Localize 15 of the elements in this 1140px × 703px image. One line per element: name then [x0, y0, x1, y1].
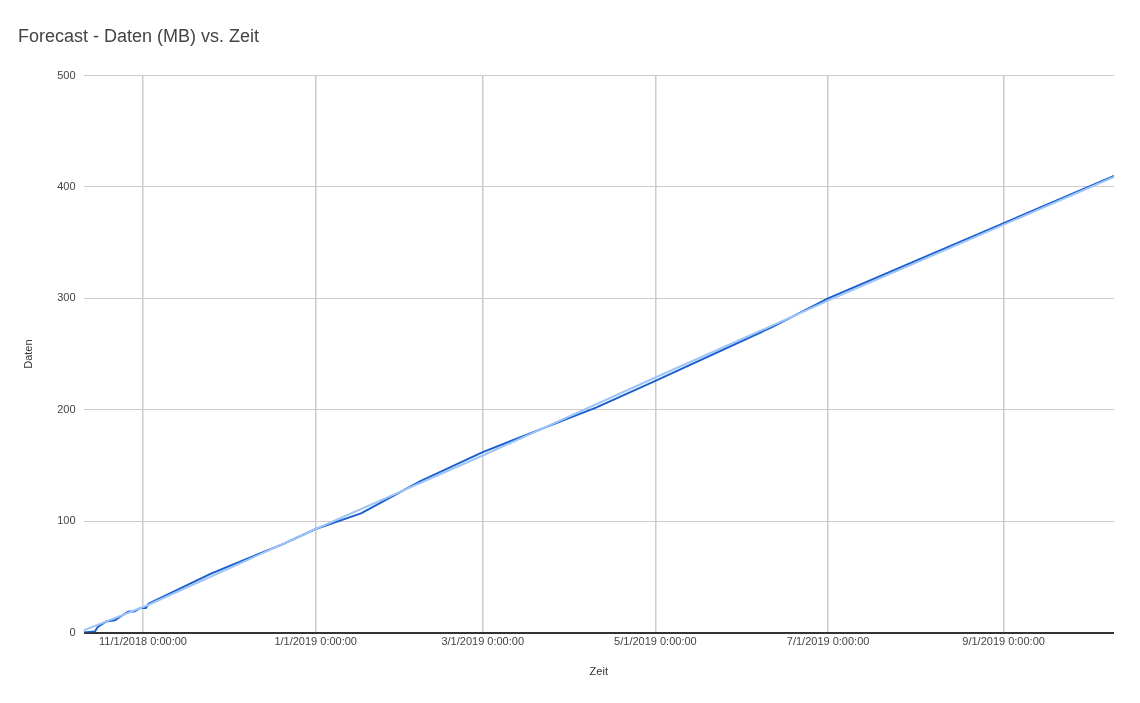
x-tick-label: 5/1/2019 0:00:00: [614, 635, 697, 648]
y-tick-label: 200: [57, 402, 76, 415]
y-tick-label: 100: [57, 514, 76, 527]
x-tick-label: 11/1/2018 0:00:00: [99, 635, 187, 648]
y-tick-label: 0: [69, 625, 76, 638]
y-tick-label: 300: [57, 291, 76, 304]
x-axis-title: Zeit: [589, 665, 608, 678]
x-tick-label: 9/1/2019 0:00:00: [962, 635, 1045, 648]
y-tick-label: 400: [57, 180, 76, 193]
y-axis-title: Daten: [21, 339, 34, 369]
y-tick-label: 500: [57, 68, 76, 81]
x-tick-label: 3/1/2019 0:00:00: [441, 635, 524, 648]
chart-title: Forecast - Daten (MB) vs. Zeit: [18, 25, 260, 46]
x-tick-label: 7/1/2019 0:00:00: [786, 635, 870, 648]
x-tick-label: 1/1/2019 0:00:00: [274, 635, 357, 648]
